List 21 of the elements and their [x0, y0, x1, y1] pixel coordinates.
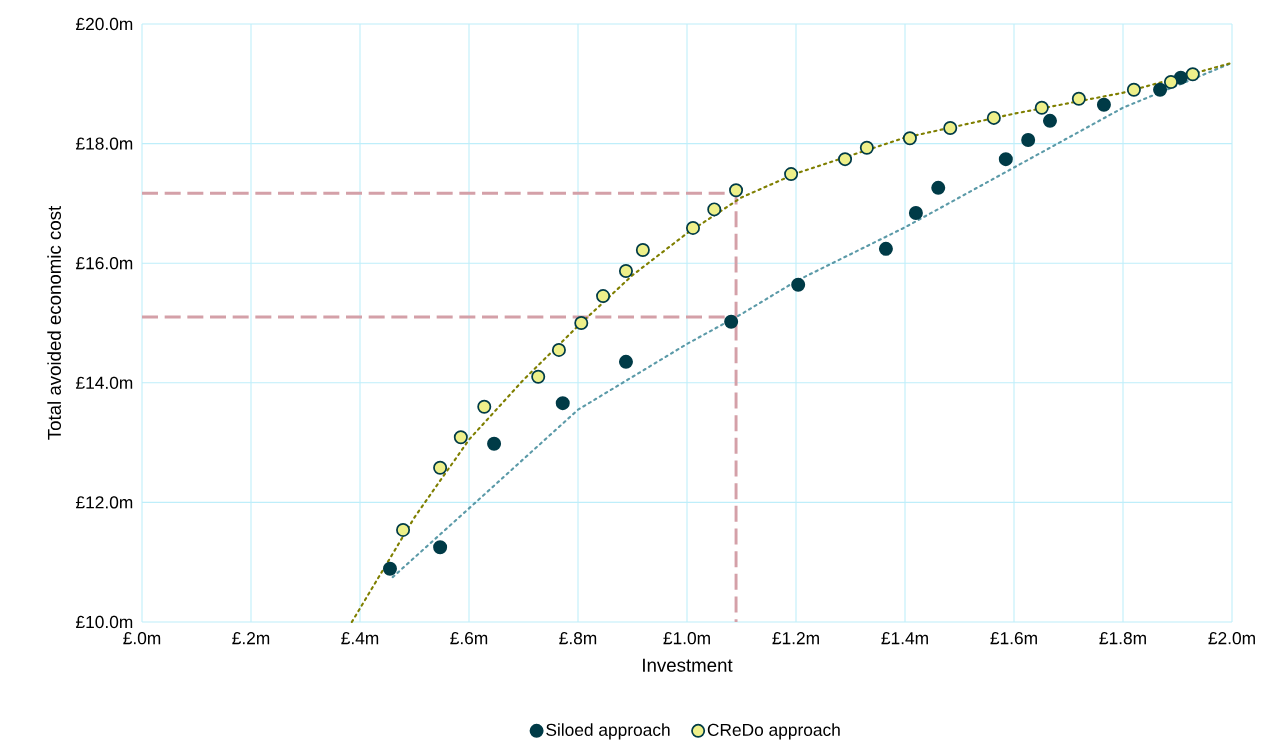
x-tick-label: £1.8m	[1099, 632, 1146, 645]
x-tick-label: £.4m	[341, 632, 379, 645]
y-tick-label: £16.0m	[75, 257, 133, 270]
x-tick-label: £1.4m	[881, 632, 928, 645]
y-tick-label: £20.0m	[75, 17, 133, 31]
y-tick-label: £14.0m	[75, 376, 133, 390]
x-tick-label: £.0m	[123, 632, 161, 645]
x-tick-label: £2.0m	[1208, 632, 1255, 645]
y-axis-title: Total avoided economic cost	[47, 206, 61, 440]
x-tick-label: £1.6m	[990, 632, 1037, 645]
legend-label: CReDo approach	[707, 723, 840, 740]
legend-label: Siloed approach	[546, 723, 670, 740]
y-tick-label: £18.0m	[75, 137, 133, 150]
x-tick-label: £.8m	[559, 632, 597, 645]
x-tick-label: £.2m	[232, 632, 270, 645]
x-tick-label: £1.2m	[772, 632, 819, 645]
x-tick-label: £1.0m	[663, 632, 710, 645]
x-tick-label: £.6m	[450, 632, 488, 645]
y-tick-label: £10.0m	[75, 615, 133, 629]
y-tick-label: £12.0m	[75, 496, 133, 509]
x-axis-title: Investment	[643, 658, 733, 672]
